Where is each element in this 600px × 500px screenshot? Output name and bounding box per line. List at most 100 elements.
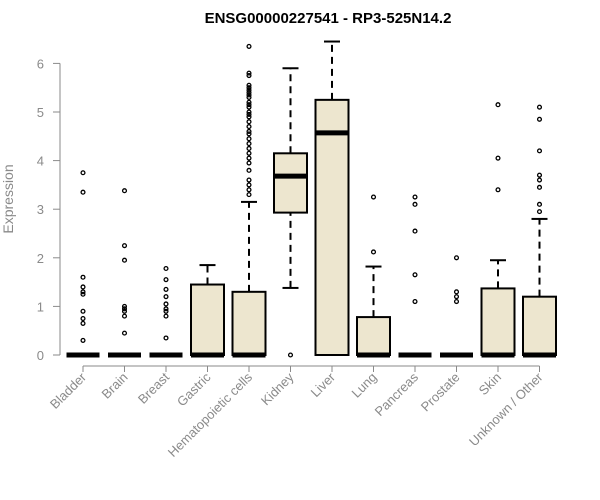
box-liver xyxy=(314,40,350,356)
outlier-point xyxy=(536,148,543,154)
outlier-point xyxy=(246,104,252,110)
outlier-point xyxy=(246,177,252,183)
box-breast xyxy=(149,265,183,358)
outlier-point xyxy=(163,313,169,319)
y-axis-label: Expression xyxy=(0,164,16,233)
outlier-point xyxy=(246,187,252,193)
outlier-point xyxy=(121,306,128,312)
box-body xyxy=(273,152,308,214)
box-brain xyxy=(108,188,141,358)
outlier-point xyxy=(163,277,169,283)
box-body xyxy=(190,283,225,356)
outlier-point xyxy=(163,294,169,300)
outlier-point xyxy=(246,141,252,147)
outlier-point xyxy=(163,335,169,341)
outlier-point xyxy=(412,201,418,207)
outlier-point xyxy=(163,306,169,312)
y-tick-label: 5 xyxy=(37,105,44,120)
outlier-point xyxy=(80,308,86,314)
outlier-point xyxy=(80,320,86,326)
chart-title: ENSG00000227541 - RP3-525N14.2 xyxy=(205,10,452,27)
outlier-point xyxy=(536,201,543,207)
outlier-point xyxy=(80,337,86,343)
box-body xyxy=(522,295,557,356)
box-bladder xyxy=(66,170,100,358)
outlier-point xyxy=(246,182,252,188)
outlier-point xyxy=(287,352,294,358)
outlier-point xyxy=(246,85,252,91)
outlier-point xyxy=(121,303,128,309)
outlier-point xyxy=(370,194,377,200)
outlier-point xyxy=(80,170,86,176)
x-tick-label: Bladder xyxy=(47,369,90,412)
x-tick-label: Liver xyxy=(308,369,339,400)
outlier-point xyxy=(370,249,377,255)
box-unknown-other xyxy=(522,104,557,358)
box-kidney xyxy=(273,67,308,358)
outlier-point xyxy=(121,313,128,319)
outlier-point xyxy=(121,308,128,314)
outlier-point xyxy=(163,265,169,272)
box-lung xyxy=(356,194,391,358)
outlier-point xyxy=(246,131,252,137)
outlier-point xyxy=(163,286,169,292)
outlier-point xyxy=(246,102,252,108)
x-tick-label: Unknown / Other xyxy=(466,369,546,449)
outlier-point xyxy=(80,274,86,280)
y-tick-label: 3 xyxy=(37,202,44,217)
outlier-point xyxy=(453,294,460,300)
outlier-point xyxy=(80,291,86,297)
box-body xyxy=(480,287,516,356)
outlier-point xyxy=(80,189,86,195)
outlier-point xyxy=(246,136,252,142)
outlier-point xyxy=(536,177,543,183)
y-tick-label: 0 xyxy=(37,348,44,363)
x-tick-label: Pancreas xyxy=(372,369,422,419)
outlier-point xyxy=(246,155,252,161)
outlier-point xyxy=(246,109,252,115)
box-pancreas xyxy=(398,194,432,358)
outlier-point xyxy=(412,194,418,200)
outlier-point xyxy=(246,114,252,120)
box-body xyxy=(314,98,350,356)
outlier-point xyxy=(246,94,252,100)
x-tick-label: Brain xyxy=(99,370,131,402)
outlier-point xyxy=(246,128,252,134)
outlier-point xyxy=(163,301,169,307)
outlier-point xyxy=(163,308,169,314)
y-axis: 0 1 2 3 4 5 6 xyxy=(37,56,61,363)
x-tick-label: Prostate xyxy=(418,370,463,415)
outlier-point xyxy=(246,145,252,152)
outlier-point xyxy=(80,289,86,295)
outlier-point xyxy=(246,70,252,76)
y-tick-label: 6 xyxy=(37,56,44,71)
x-tick-label: Kidney xyxy=(258,369,297,408)
outlier-point xyxy=(246,192,252,198)
outlier-point xyxy=(246,73,252,79)
x-tick-label: Lung xyxy=(349,370,380,401)
y-tick-label: 1 xyxy=(37,299,44,314)
outlier-point xyxy=(412,298,418,305)
outlier-point xyxy=(246,160,252,166)
outlier-point xyxy=(121,188,128,194)
outlier-point xyxy=(246,150,252,156)
box-gastric xyxy=(190,264,225,358)
outlier-point xyxy=(246,124,252,130)
outlier-point xyxy=(412,228,418,234)
outlier-point xyxy=(536,104,543,110)
outlier-point xyxy=(246,87,252,93)
outlier-point xyxy=(536,116,543,122)
outlier-point xyxy=(453,298,460,305)
outlier-point xyxy=(495,187,501,193)
outlier-point xyxy=(246,90,252,96)
outlier-point xyxy=(246,92,252,98)
box-series xyxy=(66,40,557,358)
y-tick-label: 2 xyxy=(37,251,44,266)
box-body xyxy=(356,316,391,357)
outlier-point xyxy=(80,315,86,322)
outlier-point xyxy=(80,284,86,290)
box-hematopoietic-cells xyxy=(231,43,267,358)
outlier-point xyxy=(246,167,252,173)
outlier-point xyxy=(536,172,543,178)
